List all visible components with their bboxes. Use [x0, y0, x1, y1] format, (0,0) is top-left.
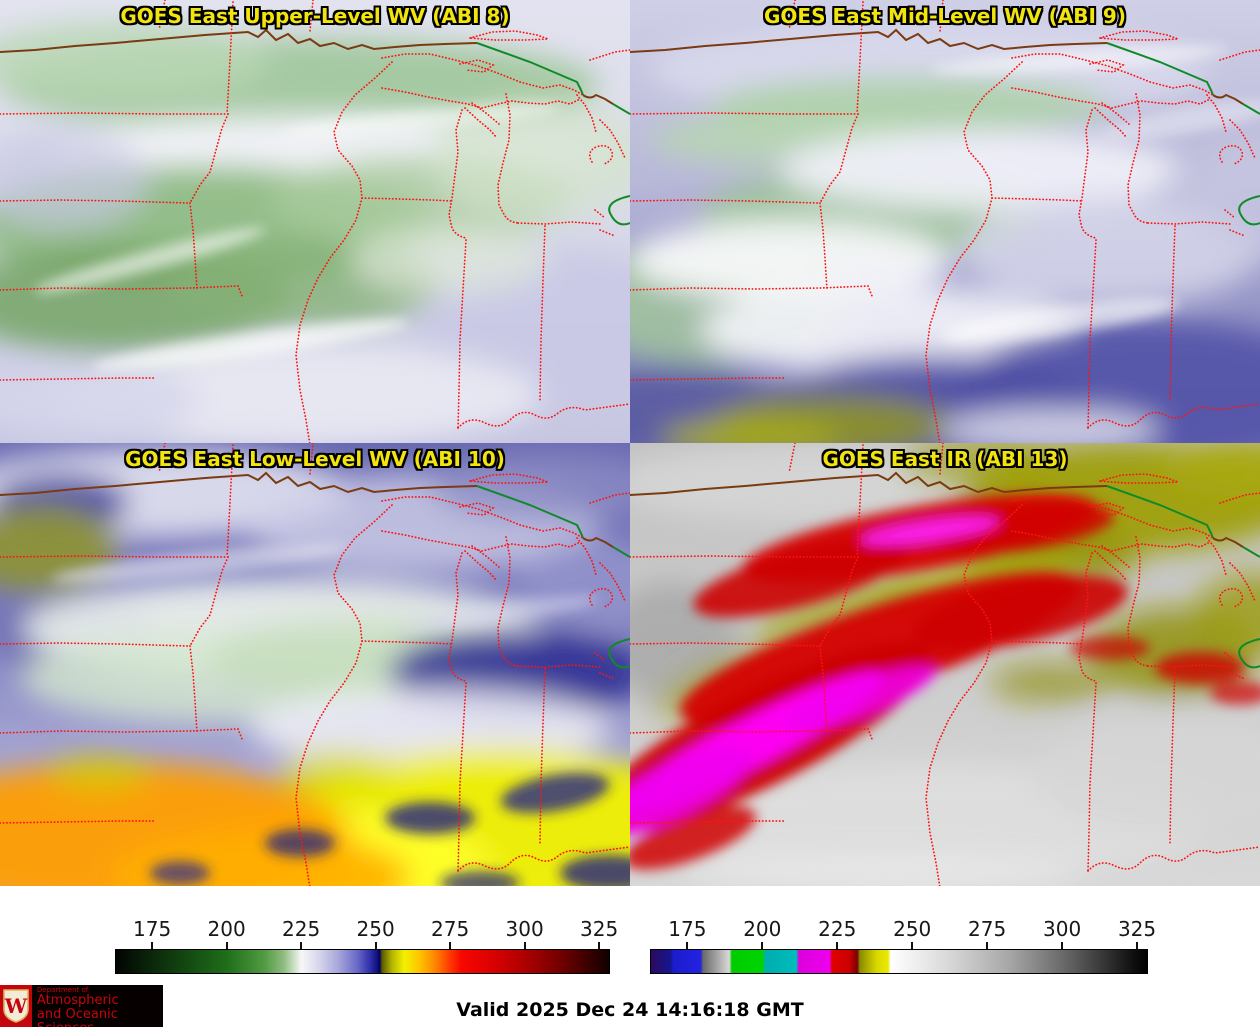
- wv-tick-label: 325: [580, 917, 619, 941]
- logo-text: Department of Atmospheric and Oceanic Sc…: [32, 985, 163, 1027]
- ir-tick-label: 325: [1117, 917, 1157, 941]
- ir-tick-label: 225: [818, 917, 857, 941]
- uw-w-letter: W: [4, 994, 28, 1018]
- panel-title-abi10: GOES East Low-Level WV (ABI 10): [125, 447, 505, 471]
- logo-line-2: Atmospheric: [36, 993, 119, 1009]
- upper-level-wv-image: [0, 0, 630, 443]
- tick-mark: [523, 942, 526, 949]
- footer: 175 200 225 250 275 300 325 175 200 225 …: [0, 886, 1260, 1027]
- uw-crest-icon: W: [0, 985, 32, 1027]
- wv-colorbar: 175 200 225 250 275 300 325: [115, 886, 618, 1027]
- wv-tick-label: 250: [356, 917, 395, 941]
- wv-colorbar-gradient: [115, 949, 610, 974]
- mid-level-wv-image: [630, 0, 1260, 443]
- tick-mark: [1061, 942, 1064, 949]
- logo-line-3: and Oceanic Sciences: [36, 1006, 118, 1027]
- ir-colorbar-gradient: [650, 949, 1148, 974]
- wv-tick-label: 225: [282, 917, 321, 941]
- tick-mark: [225, 942, 228, 949]
- tick-mark: [1136, 942, 1139, 949]
- tick-mark: [300, 942, 303, 949]
- wv-tick-label: 300: [505, 917, 544, 941]
- wv-tick-label: 275: [431, 917, 470, 941]
- tick-mark: [374, 942, 377, 949]
- panel-title-abi13: GOES East IR (ABI 13): [822, 447, 1068, 471]
- wv-tick-label: 175: [133, 917, 172, 941]
- panel-upper-level-wv: GOES East Upper-Level WV (ABI 8): [0, 0, 630, 443]
- ir-image: [630, 443, 1260, 886]
- tick-mark: [151, 942, 154, 949]
- ir-tick-label: 175: [668, 917, 707, 941]
- ir-tick-label: 300: [1043, 917, 1082, 941]
- ir-tick-label: 250: [893, 917, 932, 941]
- panel-low-level-wv: GOES East Low-Level WV (ABI 10): [0, 443, 630, 886]
- logo-line-1: Department of: [36, 986, 89, 994]
- ir-colorbar: 175 200 225 250 275 300 325: [650, 886, 1156, 1027]
- panel-ir: GOES East IR (ABI 13): [630, 443, 1260, 886]
- tick-mark: [761, 942, 764, 949]
- panel-mid-level-wv: GOES East Mid-Level WV (ABI 9): [630, 0, 1260, 443]
- wv-tick-label: 200: [207, 917, 246, 941]
- low-level-wv-image: [0, 443, 630, 886]
- panel-title-abi9: GOES East Mid-Level WV (ABI 9): [764, 4, 1126, 28]
- tick-mark: [986, 942, 989, 949]
- tick-mark: [686, 942, 689, 949]
- ir-tick-label: 200: [743, 917, 782, 941]
- tick-mark: [449, 942, 452, 949]
- valid-timestamp: Valid 2025 Dec 24 14:16:18 GMT: [456, 999, 804, 1021]
- panel-title-abi8: GOES East Upper-Level WV (ABI 8): [120, 4, 510, 28]
- tick-mark: [598, 942, 601, 949]
- tick-mark: [911, 942, 914, 949]
- aos-department-logo: W Department of Atmospheric and Oceanic …: [0, 985, 163, 1027]
- ir-tick-label: 275: [968, 917, 1007, 941]
- uw-shield-icon: W: [3, 989, 29, 1023]
- tick-mark: [836, 942, 839, 949]
